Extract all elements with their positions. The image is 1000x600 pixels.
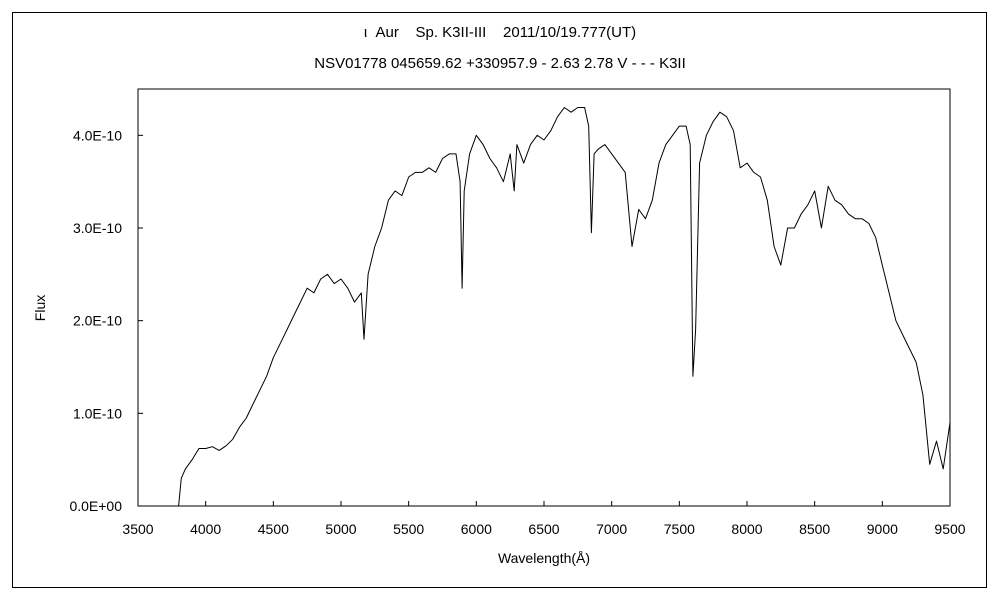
x-tick-label: 7500: [664, 521, 695, 537]
x-tick-label: 5500: [393, 521, 424, 537]
series-group: [178, 107, 951, 507]
chart-frame: [12, 12, 987, 588]
x-tick-label: 7000: [596, 521, 627, 537]
chart-title: ι Aur Sp. K3II-III 2011/10/19.777(UT): [363, 24, 637, 41]
x-tick-label: 9500: [934, 521, 965, 537]
x-tick-label: 6500: [528, 521, 559, 537]
y-axis: 0.0E+00 1.0E-10 2.0E-10 3.0E-10 4.0E-10: [69, 127, 143, 514]
plot-area: [137, 88, 951, 507]
y-tick-label: 4.0E-10: [73, 127, 122, 143]
x-tick-label: 8500: [799, 521, 830, 537]
x-tick-label: 6000: [461, 521, 492, 537]
y-tick-label: 2.0E-10: [73, 313, 122, 329]
x-tick-label: 4000: [190, 521, 221, 537]
x-tick-label: 5000: [325, 521, 356, 537]
x-tick-label: 8000: [731, 521, 762, 537]
x-tick-label: 4500: [258, 521, 289, 537]
x-tick-label: 9000: [867, 521, 898, 537]
chart-subtitle: NSV01778 045659.62 +330957.9 - 2.63 2.78…: [314, 55, 686, 72]
y-tick-label: 1.0E-10: [73, 405, 122, 421]
y-axis-label: Flux: [32, 295, 48, 321]
spectrum-line: [178, 107, 951, 507]
x-axis: 3500 4000 4500 5000 5500 6000 6500 7000 7500 8000…: [122, 501, 966, 537]
y-tick-label: 3.0E-10: [73, 220, 122, 236]
x-axis-label: Wavelength(Å): [498, 550, 590, 566]
x-tick-label: 3500: [122, 521, 153, 537]
y-tick-label: 0.0E+00: [69, 498, 122, 514]
